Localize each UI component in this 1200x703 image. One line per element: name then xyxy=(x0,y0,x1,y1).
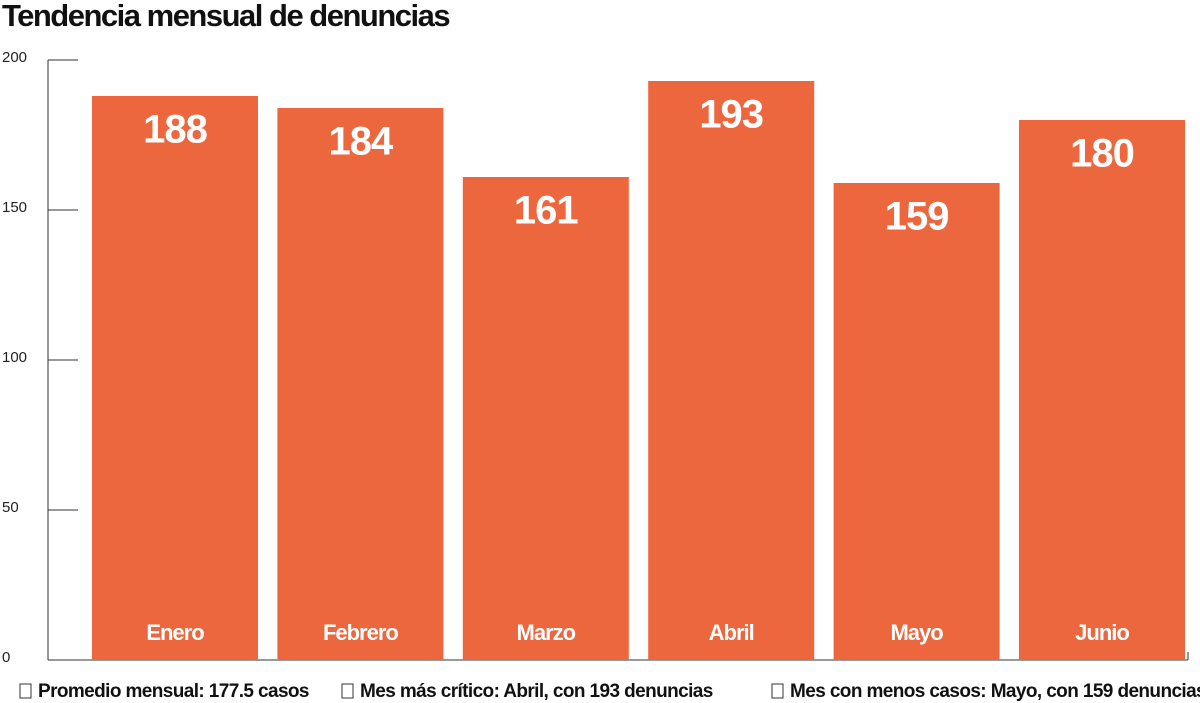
y-tick-label: 200 xyxy=(2,49,27,66)
x-tick-label: Junio xyxy=(1075,620,1129,645)
value-label: 188 xyxy=(143,108,207,152)
bar xyxy=(1019,120,1185,660)
bar xyxy=(462,177,629,660)
note-icon xyxy=(19,683,32,699)
chart-title: Tendencia mensual de denuncias xyxy=(2,0,449,33)
y-tick-label: 150 xyxy=(2,199,27,216)
value-label: 184 xyxy=(329,120,394,164)
notes: Promedio mensual: 177.5 casos Mes más cr… xyxy=(19,681,1200,702)
y-tick-label: 0 xyxy=(2,649,10,666)
y-tick-label: 100 xyxy=(2,349,27,366)
note-icon xyxy=(771,683,784,699)
value-label: 193 xyxy=(699,93,763,137)
bar xyxy=(648,81,815,660)
note: Mes más crítico: Abril, con 193 denuncia… xyxy=(360,681,713,702)
bar xyxy=(833,183,1000,660)
x-tick-label: Marzo xyxy=(517,620,576,645)
y-tick-label: 50 xyxy=(2,499,19,516)
value-label: 180 xyxy=(1070,132,1134,176)
x-tick-label: Enero xyxy=(146,620,204,645)
note: Promedio mensual: 177.5 casos xyxy=(38,681,309,702)
note-icon xyxy=(341,683,354,699)
bar xyxy=(277,108,444,660)
note: Mes con menos casos: Mayo, con 159 denun… xyxy=(790,681,1200,702)
value-label: 161 xyxy=(514,189,578,233)
x-tick-label: Abril xyxy=(709,620,754,645)
bar xyxy=(92,96,258,660)
x-tick-label: Febrero xyxy=(323,620,398,645)
x-tick-label: Mayo xyxy=(890,620,943,645)
value-label: 159 xyxy=(885,195,949,239)
